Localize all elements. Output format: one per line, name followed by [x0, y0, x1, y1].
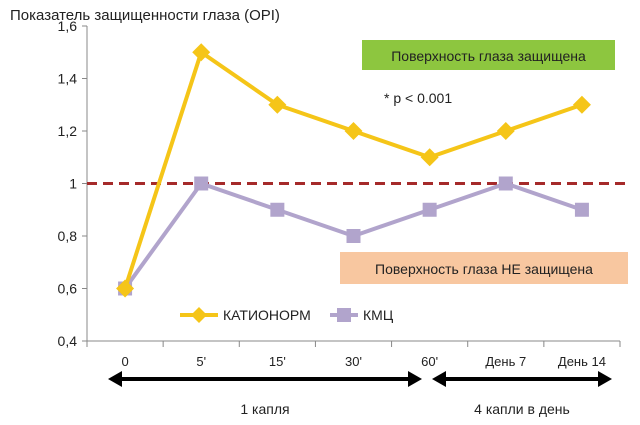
point-kationorm	[572, 95, 591, 114]
point-kmc	[498, 176, 513, 191]
x-tick-label: День 14	[558, 354, 606, 369]
period-arrow-head-left	[108, 371, 122, 387]
protected-box	[362, 40, 615, 70]
x-tick-label: 15'	[269, 354, 286, 369]
point-kmc	[194, 176, 209, 191]
x-tick-label: День 7	[485, 354, 526, 369]
x-tick-label: 30'	[345, 354, 362, 369]
period-label: 1 капля	[240, 401, 289, 417]
y-tick-label: 0,4	[58, 333, 78, 349]
point-kmc	[574, 202, 589, 217]
legend-label-kmc: КМЦ	[363, 307, 394, 323]
legend-marker-kationorm	[191, 307, 207, 323]
x-tick-label: 0	[121, 354, 128, 369]
x-tick-label: 60'	[421, 354, 438, 369]
point-kmc	[346, 229, 361, 243]
point-kmc	[422, 202, 437, 217]
x-tick-label: 5'	[196, 354, 206, 369]
period-arrow-head-left	[432, 371, 446, 387]
period-arrow-head-right	[408, 371, 422, 387]
y-tick-label: 1,4	[58, 71, 78, 87]
y-tick-label: 0,8	[58, 228, 78, 244]
y-tick-label: 1,6	[58, 18, 78, 34]
not-protected-box	[340, 252, 628, 284]
legend-marker-kmc	[337, 308, 351, 322]
not-protected-label: Поверхность глаза НЕ защищена	[375, 261, 593, 277]
point-kationorm	[268, 95, 287, 114]
point-kationorm	[116, 279, 135, 298]
y-tick-label: 1,2	[58, 123, 78, 139]
period-label: 4 капли в день	[474, 401, 570, 417]
point-kationorm	[344, 122, 363, 140]
legend-label-kationorm: КАТИОНОРМ	[223, 307, 311, 323]
point-kationorm	[496, 122, 515, 140]
period-arrow-head-right	[598, 371, 612, 387]
protected-label: Поверхность глаза защищена	[391, 48, 586, 64]
y-axis-label: Показатель защищенности глаза (OPI)	[10, 7, 280, 24]
point-kmc	[270, 202, 285, 217]
significance-label: * p < 0.001	[384, 90, 452, 106]
y-tick-label: 1	[69, 176, 77, 192]
point-kationorm	[192, 43, 211, 62]
point-kationorm	[420, 148, 439, 167]
y-tick-label: 0,6	[58, 281, 78, 297]
